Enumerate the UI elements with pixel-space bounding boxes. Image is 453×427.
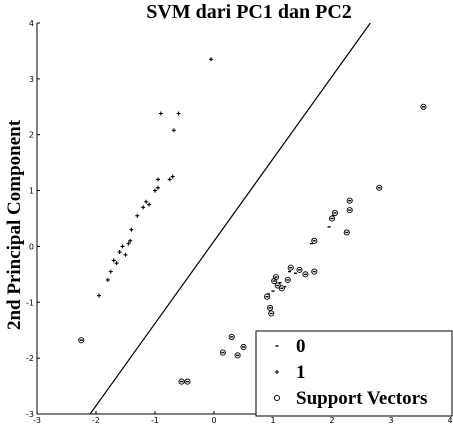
support-vector-point <box>376 184 383 191</box>
y-tick-label: 3 <box>29 75 34 84</box>
class-1-point <box>147 202 152 207</box>
class-1-point <box>123 252 128 257</box>
x-tick-label: -1 <box>151 416 159 425</box>
legend-label: 0 <box>296 336 306 357</box>
class-1-point <box>111 258 116 263</box>
support-vector-point <box>271 278 278 285</box>
legend-marker-1 <box>275 370 279 374</box>
class-1-point <box>120 244 125 249</box>
data-marks <box>78 57 427 385</box>
class-1-point <box>171 128 176 133</box>
legend-label: 1 <box>296 362 306 383</box>
class-1-point <box>167 177 172 182</box>
class-1-point <box>170 174 175 179</box>
decision-boundary-line <box>89 22 371 415</box>
support-vector-point <box>272 274 280 281</box>
y-tick-label: -3 <box>26 410 34 419</box>
class-1-point <box>141 205 146 210</box>
class-1-point <box>105 277 110 282</box>
y-tick-label: 2 <box>29 131 34 140</box>
support-vector-point <box>287 264 294 271</box>
x-tick-label: 3 <box>388 416 393 425</box>
legend-box <box>255 330 453 417</box>
x-tick-label: 4 <box>447 416 452 425</box>
y-tick-label: 1 <box>29 187 34 196</box>
support-vector-point <box>331 209 339 216</box>
support-vector-point <box>311 268 318 275</box>
support-vector-point <box>296 266 303 273</box>
support-vector-point <box>346 207 353 214</box>
y-tick-label: 0 <box>29 242 34 251</box>
y-tick-label: -1 <box>26 298 34 307</box>
legend: 0 1 Support Vectors <box>255 330 453 417</box>
support-vector-point <box>284 276 291 283</box>
y-tick-label: -2 <box>26 354 34 363</box>
class-1-point <box>176 111 181 116</box>
class-1-point <box>117 250 122 255</box>
support-vector-point <box>278 285 285 292</box>
support-vector-point <box>328 215 336 222</box>
class-1-point <box>144 199 149 204</box>
class-1-point <box>158 111 163 116</box>
class-1-point <box>135 213 140 218</box>
support-vector-point <box>78 337 85 344</box>
support-vector-point <box>228 333 235 340</box>
series-circle <box>78 103 427 385</box>
support-vector-point <box>178 378 185 385</box>
y-tick-label: 4 <box>29 19 34 28</box>
support-vector-point <box>346 197 353 204</box>
support-vector-point <box>219 349 226 356</box>
plot-axes: -3 -2 -1 0 1 2 3 4 -3 -2 -1 0 1 2 3 4 <box>26 19 453 425</box>
class-1-point <box>155 185 160 190</box>
x-tick-label: -3 <box>33 416 41 425</box>
class-1-point <box>114 261 119 266</box>
class-1-point <box>108 269 113 274</box>
x-tick-label: 1 <box>270 416 275 425</box>
x-tick-label: 0 <box>211 416 216 425</box>
support-vector-point <box>343 229 350 236</box>
support-vector-point <box>311 237 318 244</box>
class-1-point <box>155 177 160 182</box>
x-tick-label: 2 <box>329 416 334 425</box>
support-vector-point <box>420 103 427 110</box>
support-vector-point <box>264 293 271 300</box>
class-1-point <box>128 238 133 243</box>
support-vector-point <box>302 271 309 278</box>
class-1-point <box>126 241 131 246</box>
legend-marker-2 <box>273 394 281 402</box>
class-1-point <box>153 188 157 193</box>
support-vector-point <box>184 378 191 385</box>
x-tick-label: -2 <box>92 416 100 425</box>
support-vector-point <box>234 352 241 359</box>
decision-boundary <box>89 22 371 415</box>
support-vector-point <box>240 343 247 351</box>
support-vector-point <box>266 304 274 311</box>
legend-label: Support Vectors <box>296 388 427 409</box>
support-vector-point <box>268 310 275 317</box>
series-plus <box>96 57 214 298</box>
support-vector-point <box>274 282 281 289</box>
chart-title: SVM dari PC1 dan PC2 <box>146 1 352 23</box>
y-axis-label: 2nd Principal Component <box>4 119 25 330</box>
class-1-point <box>209 57 214 62</box>
class-1-point <box>129 227 134 232</box>
class-1-point <box>96 293 101 298</box>
